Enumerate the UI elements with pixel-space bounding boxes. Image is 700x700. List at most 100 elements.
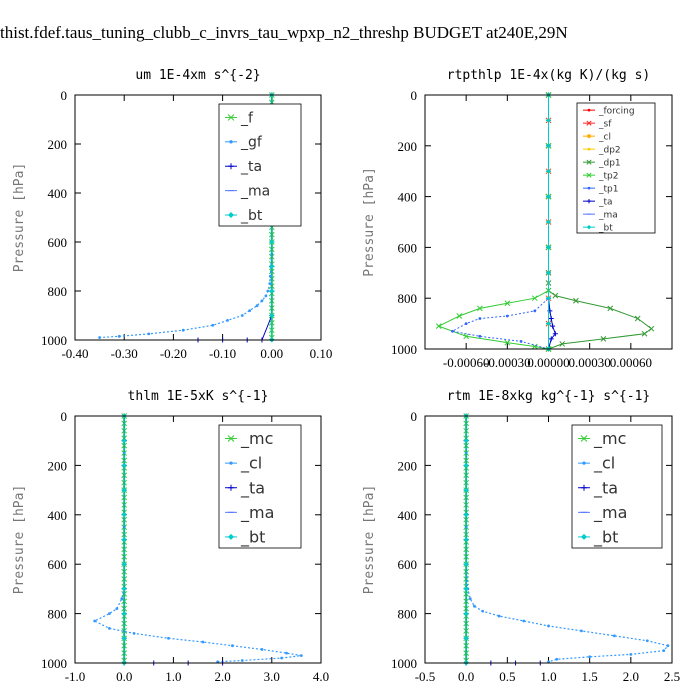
- series-line: [465, 416, 541, 664]
- y-tick-label: 1000: [391, 342, 417, 357]
- y-tick-label: 400: [398, 190, 418, 205]
- x-tick-label: 2.0: [623, 669, 639, 684]
- data-point: [285, 651, 288, 655]
- data-point: [548, 316, 554, 322]
- x-tick-label: 4.0: [313, 669, 329, 684]
- data-point: [211, 323, 215, 327]
- panel-4: rtm 1E-8xkg kg^{-1} s^{-1} Pressure [hPa]…: [362, 389, 680, 684]
- data-point: [504, 339, 511, 346]
- data-point: [463, 635, 469, 641]
- panel-title: rtpthlp 1E-4x(kg K)/(kg s): [447, 68, 651, 83]
- data-point: [546, 117, 551, 123]
- data-point: [269, 313, 275, 318]
- legend-marker: [581, 484, 587, 491]
- y-axis-label: Pressure [hPa]: [362, 485, 377, 595]
- y-tick-label: 0: [61, 409, 68, 424]
- data-point: [645, 639, 649, 643]
- legend-label: _cl: [598, 132, 611, 142]
- data-point: [121, 487, 127, 493]
- data-point: [531, 295, 538, 302]
- legend-label: _mc: [240, 429, 273, 449]
- x-tick-label: 0.00000: [527, 355, 569, 370]
- data-point: [121, 438, 127, 444]
- data-point: [600, 335, 607, 342]
- legend-label: _bt: [240, 528, 265, 548]
- legend-label: _tp2: [598, 171, 618, 181]
- x-tick-label: 0.00: [260, 346, 283, 361]
- y-tick-label: 400: [48, 508, 68, 523]
- y-tick-label: 200: [48, 137, 68, 152]
- data-point: [519, 339, 523, 343]
- legend-marker: [582, 461, 586, 465]
- legend-marker: [229, 140, 233, 144]
- data-point: [478, 317, 482, 320]
- y-tick-label: 600: [48, 235, 68, 250]
- legend: _forcing _sf _cl _dp2 _dp1 _tp2 _tp1 _ta _ma _bt: [576, 102, 656, 234]
- legend-label: _bt: [593, 528, 618, 548]
- y-tick-label: 800: [48, 284, 68, 299]
- x-tick-label: 0.5: [499, 669, 515, 684]
- legend-box: [218, 424, 302, 549]
- y-tick-label: 800: [398, 291, 418, 306]
- legend-marker: [586, 198, 592, 204]
- data-point: [280, 656, 284, 660]
- legend-label: _ma: [240, 503, 274, 523]
- figure-title: thist.fdef.taus_tuning_clubb_c_invrs_tau…: [0, 23, 568, 42]
- data-point: [464, 322, 468, 325]
- data-point: [108, 627, 111, 630]
- legend: _mc _cl _ta _ma _bt: [218, 424, 302, 549]
- data-point: [167, 636, 170, 640]
- y-tick-label: 0: [61, 88, 68, 103]
- y-tick-label: 200: [398, 139, 418, 154]
- series-ta: [463, 413, 543, 666]
- x-tick-label: -0.20: [160, 346, 187, 361]
- data-point: [580, 629, 583, 633]
- x-tick-label: -0.30: [111, 346, 138, 361]
- panel-2: rtpthlp 1E-4x(kg K)/(kg s) Pressure [hPa]…: [362, 68, 673, 370]
- legend-label: _cl: [593, 454, 615, 474]
- y-tick-label: 400: [48, 186, 68, 201]
- data-point: [121, 537, 127, 542]
- y-tick-label: 1000: [41, 333, 67, 348]
- legend-label: _ma: [240, 184, 270, 200]
- plot-frame: [74, 94, 322, 341]
- data-point: [299, 654, 303, 657]
- data-point: [573, 297, 579, 304]
- panel-title: thlm 1E-5xK s^{-1}: [128, 389, 269, 404]
- data-point: [98, 336, 101, 339]
- data-point: [269, 288, 275, 294]
- legend: _mc _cl _ta _ma _bt: [571, 424, 663, 549]
- data-point: [248, 309, 252, 312]
- legend-label: _ta: [593, 478, 618, 498]
- x-tick-label: 0.0: [458, 669, 474, 684]
- data-point: [612, 634, 616, 638]
- data-point: [473, 604, 476, 608]
- data-point: [662, 649, 666, 653]
- data-point: [463, 438, 469, 444]
- data-point: [552, 292, 559, 299]
- legend-label: _ta: [240, 478, 265, 498]
- data-point: [550, 323, 556, 329]
- data-point: [666, 644, 670, 648]
- data-point: [132, 631, 136, 635]
- data-point: [121, 635, 127, 641]
- data-point: [634, 315, 641, 322]
- x-tick-label: 2.5: [664, 669, 680, 684]
- data-point: [648, 325, 655, 332]
- data-point: [468, 597, 472, 601]
- x-tick-label: 0.0: [116, 669, 132, 684]
- data-point: [463, 561, 469, 567]
- data-point: [456, 313, 463, 319]
- x-tick-label: 0.10: [310, 346, 333, 361]
- legend-label: _dp2: [598, 145, 621, 155]
- data-point: [505, 314, 509, 318]
- data-point: [268, 282, 272, 286]
- y-tick-label: 600: [398, 240, 418, 255]
- data-point: [121, 512, 127, 518]
- y-tick-label: 200: [48, 458, 68, 473]
- data-point: [546, 244, 551, 250]
- data-point: [546, 168, 551, 174]
- legend-label: _cl: [240, 454, 262, 474]
- data-point: [552, 331, 558, 337]
